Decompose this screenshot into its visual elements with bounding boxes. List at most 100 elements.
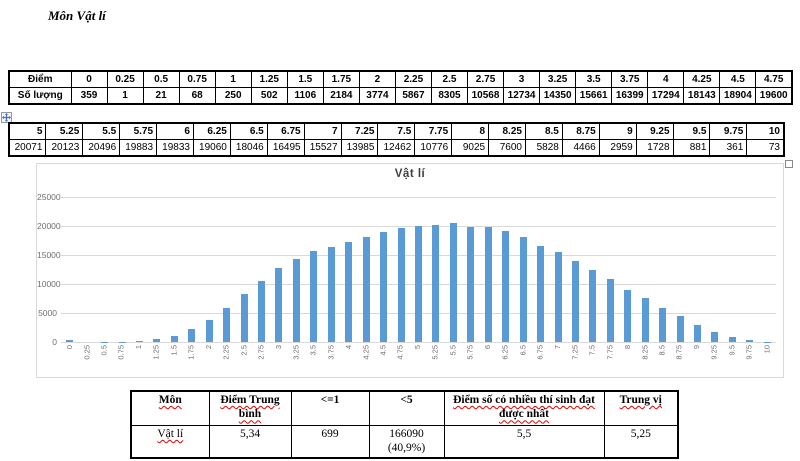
- count-cell: 20123: [45, 139, 84, 157]
- summary-value-cell: 5,25: [603, 425, 679, 459]
- score-cell: 3: [503, 70, 541, 88]
- x-axis-tick-label: 1.75: [186, 345, 196, 360]
- bar: [554, 251, 562, 342]
- score-cell: 4.25: [683, 70, 721, 88]
- x-axis-tick-label: 4.25: [361, 345, 371, 360]
- x-axis-tick-label: 8: [622, 345, 632, 350]
- count-cell: 15527: [303, 139, 342, 157]
- bar: [188, 329, 196, 342]
- score-cell: 5.25: [45, 122, 84, 140]
- summary-value-cell-text: 5,34: [239, 428, 261, 440]
- bar: [711, 331, 719, 342]
- score-cell: 7.5: [377, 122, 416, 140]
- count-cell: 1: [106, 87, 144, 105]
- bar: [502, 231, 510, 342]
- bar: [327, 246, 335, 342]
- bar: [624, 289, 632, 342]
- score-table-2-count-row: 20071 20123 20496 19883 19833 19060 18046 16495…: [8, 139, 785, 157]
- summary-header-cell: <=1: [290, 390, 370, 426]
- y-axis-tick-label: 0: [52, 337, 57, 347]
- x-axis-tick-label: 5.5: [448, 345, 458, 356]
- bar: [519, 237, 527, 342]
- summary-value-cell: 5,34: [208, 425, 292, 459]
- summary-header-cell: <5: [368, 390, 445, 426]
- summary-header-cell-text: Trung vị: [619, 394, 662, 406]
- count-row-label: Số lượng: [8, 87, 72, 105]
- x-axis-tick-label: 10: [762, 345, 772, 354]
- score-cell: 2.75: [467, 70, 505, 88]
- score-cell: 1.5: [286, 70, 324, 88]
- summary-header-cell-text: <=1: [320, 394, 340, 406]
- x-axis-tick-label: 6.75: [535, 345, 545, 360]
- bar: [641, 297, 649, 342]
- score-cell: 9.75: [709, 122, 748, 140]
- count-cell: 1728: [635, 139, 674, 157]
- score-cell: 2: [358, 70, 396, 88]
- bar: [659, 308, 667, 342]
- summary-value-cell-text: 699: [321, 428, 339, 440]
- count-cell: 8305: [430, 87, 469, 105]
- count-cell: 3774: [358, 87, 396, 105]
- score-cell: 6.75: [266, 122, 305, 140]
- bar: [728, 336, 736, 342]
- bar: [571, 260, 579, 342]
- summary-value-cell: 699: [290, 425, 370, 459]
- bar: [746, 339, 754, 342]
- score-cell: 7.25: [340, 122, 379, 140]
- bar: [415, 225, 422, 342]
- x-axis-tick-label: 1: [134, 345, 144, 350]
- count-cell: 2184: [322, 87, 360, 105]
- count-cell: 2959: [598, 139, 637, 157]
- table-move-handle[interactable]: [1, 112, 12, 123]
- x-axis-tick-label: 5: [413, 345, 423, 350]
- score-cell: 0: [70, 70, 108, 88]
- y-axis-tick-label: 10000: [37, 279, 61, 289]
- score-cell: 5.75: [119, 122, 158, 140]
- count-cell: 5828: [524, 139, 563, 157]
- score-cell: 7.75: [414, 122, 453, 140]
- score-row-label: Điểm: [8, 70, 72, 88]
- count-cell: 5867: [394, 87, 432, 105]
- summary-table: Môn Điểm Trung bình <=1 <5 Điểm số có nhiều …: [130, 390, 679, 459]
- summary-value-cell-text: 5,25: [630, 428, 651, 440]
- summary-header-row: Môn Điểm Trung bình <=1 <5 Điểm số có nhiều …: [130, 390, 679, 426]
- summary-header-cell: Môn: [130, 390, 210, 426]
- summary-header-cell-text: Điểm Trung bình: [220, 394, 280, 421]
- count-cell: 1106: [286, 87, 324, 105]
- table-resize-handle[interactable]: [785, 160, 793, 168]
- x-axis-tick-label: 0: [64, 345, 74, 350]
- x-axis-tick-label: 0.25: [82, 345, 92, 360]
- score-cell: 8: [451, 122, 490, 140]
- count-cell: 19600: [755, 87, 793, 105]
- bar: [135, 340, 143, 342]
- x-axis-tick-label: 4: [343, 345, 353, 350]
- bar: [380, 232, 388, 342]
- bar: [362, 236, 370, 342]
- y-axis-tick-label: 20000: [37, 221, 61, 231]
- count-cell: 10776: [414, 139, 453, 157]
- score-cell: 3.25: [539, 70, 577, 88]
- document-title: Môn Vật lí: [48, 8, 106, 23]
- count-cell: 502: [250, 87, 288, 105]
- summary-value-cell: 166090 (40,9%): [368, 425, 445, 459]
- bar: [676, 316, 684, 342]
- x-axis-tick-label: 9.25: [709, 345, 719, 360]
- score-cell: 8.25: [488, 122, 526, 140]
- x-axis-tick-label: 6.5: [518, 345, 528, 356]
- score-table-2: 5 5.25 5.5 5.75 6 6.25 6.5 6.75 7 7.25 7.5 7.75 8 8.2…: [8, 122, 785, 157]
- score-cell: 4.75: [755, 70, 793, 88]
- summary-header-cell-text: Điểm số có nhiều thí sinh đạt được nhất: [453, 394, 595, 421]
- bar: [275, 268, 283, 342]
- chart-area[interactable]: Vật lí 0 5000 10000 15000 20000 25000 0 0.25 0.5…: [36, 163, 784, 378]
- score-cell: 6: [156, 122, 194, 140]
- y-axis-tick-label: 5000: [38, 308, 57, 318]
- summary-value-row: Vật lí 5,34 699 166090 (40,9%) 5,5 5,25: [130, 425, 679, 459]
- score-cell: 5.5: [82, 122, 121, 140]
- x-axis-tick-label: 7.25: [570, 345, 580, 360]
- y-axis-tick-label: 15000: [37, 250, 61, 260]
- x-axis-tick-label: 7.75: [605, 345, 615, 360]
- x-axis-tick-label: 5.25: [430, 345, 440, 360]
- score-table-2-score-row: 5 5.25 5.5 5.75 6 6.25 6.5 6.75 7 7.25 7.5 7.75 8 8.2…: [8, 122, 785, 140]
- score-cell: 6.5: [229, 122, 268, 140]
- bar: [205, 320, 213, 342]
